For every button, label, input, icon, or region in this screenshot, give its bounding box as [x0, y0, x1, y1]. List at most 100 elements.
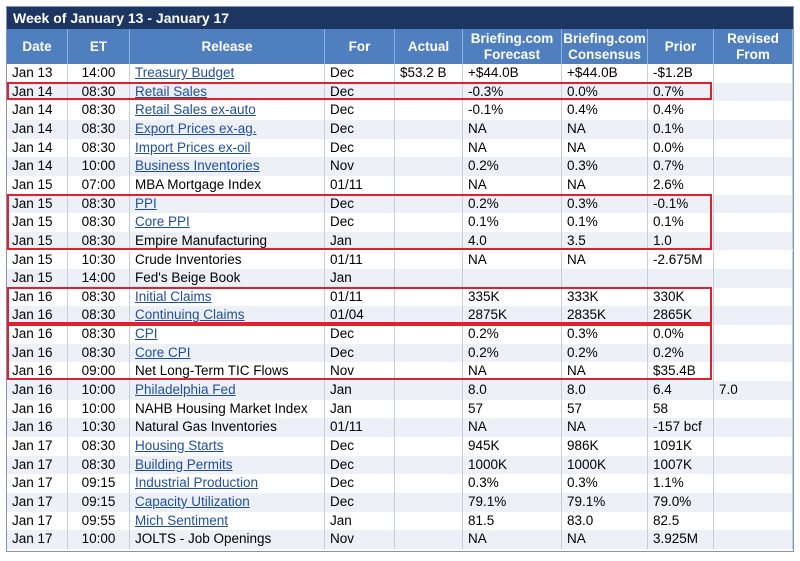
- release-link[interactable]: Continuing Claims: [135, 307, 245, 323]
- release-link[interactable]: Core CPI: [135, 344, 191, 360]
- table-cell: [714, 119, 793, 139]
- release-link[interactable]: Export Prices ex-ag.: [135, 120, 257, 136]
- header-text: For: [348, 38, 371, 54]
- table-cell: [395, 101, 463, 120]
- table-cell: 82.5: [648, 511, 714, 531]
- table-cell: JOLTS - Job Openings: [130, 530, 325, 549]
- table-cell: 08:30: [68, 119, 130, 139]
- table-cell: 10:30: [68, 418, 130, 437]
- table-row: Jan 14 10:00 Business Inventories Nov 0.2% 0.…: [7, 157, 793, 176]
- table-cell: 10:00: [68, 399, 130, 419]
- release-link[interactable]: Retail Sales: [135, 83, 208, 99]
- consensus-text: 0.3%: [567, 475, 598, 491]
- table-cell: [714, 437, 793, 456]
- table-cell: -0.1%: [648, 194, 714, 214]
- release-link[interactable]: Import Prices ex-oil: [135, 139, 251, 155]
- date-text: Jan 15: [12, 270, 53, 286]
- et-text: 08:30: [81, 232, 116, 248]
- release-link[interactable]: Core PPI: [135, 214, 190, 230]
- date-text: Jan 16: [12, 400, 53, 416]
- et-text: 08:30: [81, 139, 116, 155]
- table-cell: Crude Inventories: [130, 250, 325, 270]
- release-link[interactable]: Capacity Utilization: [135, 493, 250, 509]
- release-link[interactable]: PPI: [135, 195, 157, 211]
- table-cell: 0.1%: [463, 213, 562, 232]
- table-cell: Jan 14: [7, 138, 68, 158]
- date-text: Jan 15: [12, 176, 53, 192]
- table-cell: 333K: [562, 287, 648, 307]
- table-cell: [395, 157, 463, 176]
- date-text: Jan 16: [12, 419, 53, 435]
- table-cell: 1007K: [648, 455, 714, 475]
- table-row: Jan 15 14:00 Fed's Beige Book Jan: [7, 269, 793, 288]
- release-text: MBA Mortgage Index: [135, 176, 262, 192]
- release-link[interactable]: Initial Claims: [135, 288, 212, 304]
- table-cell: [714, 492, 793, 512]
- date-text: Jan 16: [12, 363, 53, 379]
- calendar-panel: Week of January 13 - January 17 Date ET Re…: [6, 6, 794, 552]
- table-cell: [714, 511, 793, 531]
- release-link[interactable]: Industrial Production: [135, 475, 259, 491]
- prior-text: 1.1%: [653, 475, 684, 491]
- prior-text: 79.0%: [653, 493, 692, 509]
- release-link[interactable]: Housing Starts: [135, 438, 224, 453]
- et-text: 08:30: [81, 195, 116, 211]
- table-cell: [714, 455, 793, 475]
- date-text: Jan 14: [12, 83, 53, 99]
- release-link[interactable]: CPI: [135, 326, 158, 342]
- table-cell: [395, 492, 463, 512]
- table-cell: Jan 16: [7, 287, 68, 307]
- table-cell: 0.2%: [463, 325, 562, 344]
- table-cell: Jan 15: [7, 250, 68, 270]
- release-link[interactable]: Mich Sentiment: [135, 512, 229, 528]
- table-cell: 0.4%: [562, 101, 648, 120]
- forecast-text: -0.1%: [468, 102, 504, 118]
- table-cell: 335K: [463, 287, 562, 307]
- table-row: Jan 16 09:00 Net Long-Term TIC Flows Nov NA N…: [7, 362, 793, 382]
- date-text: Jan 14: [12, 139, 53, 155]
- table-cell: 1.0: [648, 231, 714, 251]
- table-cell: NA: [463, 138, 562, 158]
- table-cell: 08:30: [68, 194, 130, 214]
- release-link[interactable]: Treasury Budget: [135, 65, 235, 80]
- table-cell: 1091K: [648, 437, 714, 456]
- date-text: Jan 17: [12, 456, 53, 472]
- table-cell: [395, 530, 463, 549]
- release-link[interactable]: Philadelphia Fed: [135, 382, 236, 398]
- for-text: 01/11: [330, 419, 363, 435]
- table-cell: 0.2%: [463, 343, 562, 363]
- table-cell: [714, 306, 793, 326]
- table-cell: Jan 17: [7, 530, 68, 549]
- table-cell: Jan 13: [7, 64, 68, 83]
- table-cell: Dec: [325, 492, 395, 512]
- table-cell: NA: [463, 362, 562, 382]
- table-cell: -0.3%: [463, 82, 562, 102]
- table-cell: Initial Claims: [130, 287, 325, 307]
- table-cell: 08:30: [68, 101, 130, 120]
- prior-text: -157 bcf: [653, 419, 702, 435]
- prior-text: 0.7%: [653, 158, 684, 174]
- release-link[interactable]: Building Permits: [135, 456, 233, 472]
- date-text: Jan 16: [12, 382, 53, 398]
- prior-text: 1.0: [653, 232, 672, 248]
- for-text: Jan: [330, 232, 352, 248]
- table-cell: 10:00: [68, 530, 130, 549]
- prior-text: 0.0%: [653, 326, 684, 342]
- et-text: 10:00: [81, 531, 116, 547]
- date-text: Jan 14: [12, 102, 53, 118]
- table-cell: 4.0: [463, 231, 562, 251]
- table-cell: [714, 418, 793, 437]
- release-link[interactable]: Business Inventories: [135, 158, 260, 174]
- table-cell: Dec: [325, 138, 395, 158]
- table-cell: 0.1%: [648, 119, 714, 139]
- date-text: Jan 15: [12, 251, 53, 267]
- table-cell: [395, 231, 463, 251]
- date-text: Jan 16: [12, 344, 53, 360]
- table-row: Jan 15 08:30 PPI Dec 0.2% 0.3% -0.1%: [7, 194, 793, 214]
- release-text: Net Long-Term TIC Flows: [135, 363, 289, 379]
- forecast-text: 1000K: [468, 456, 508, 472]
- release-link[interactable]: Retail Sales ex-auto: [135, 102, 256, 118]
- table-cell: 0.3%: [562, 325, 648, 344]
- table-cell: +$44.0B: [562, 64, 648, 83]
- table-cell: Dec: [325, 437, 395, 456]
